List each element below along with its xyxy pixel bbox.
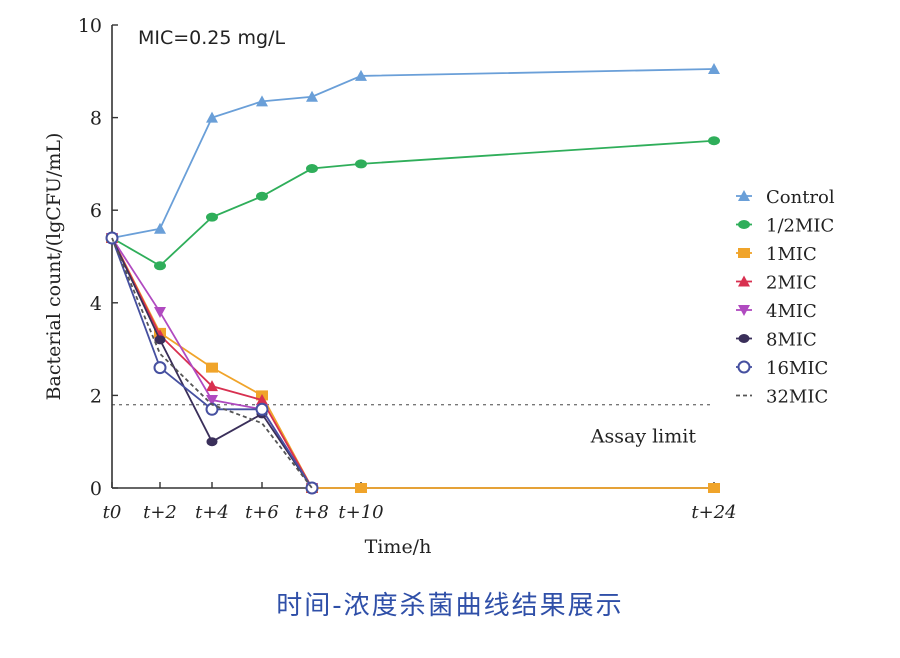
legend-marker xyxy=(738,275,750,287)
y-tick-label: 8 xyxy=(90,108,102,130)
data-point xyxy=(154,335,166,345)
legend-label: 2MIC xyxy=(766,273,817,294)
y-tick-label: 2 xyxy=(90,385,102,407)
assay-limit-label: Assay limit xyxy=(590,426,697,448)
data-point xyxy=(306,164,318,174)
y-axis-label: Bacterial count/(lgCFU/mL) xyxy=(43,133,65,401)
legend-label: 1/2MIC xyxy=(766,216,834,237)
data-point xyxy=(206,380,218,392)
data-point xyxy=(355,483,367,493)
x-tick-label: t+2 xyxy=(143,502,177,523)
y-tick-label: 4 xyxy=(90,293,102,315)
x-tick-label: t+4 xyxy=(195,502,229,523)
y-tick-label: 10 xyxy=(78,15,102,37)
legend-label: 16MIC xyxy=(766,358,828,379)
legend-label: 32MIC xyxy=(766,387,828,408)
x-tick-label: t+24 xyxy=(691,502,736,523)
data-point xyxy=(305,481,319,495)
data-point xyxy=(255,402,269,416)
x-axis-label: Time/h xyxy=(365,536,432,558)
y-tick-label: 0 xyxy=(90,478,102,500)
legend-label: 8MIC xyxy=(766,330,817,351)
series-line-32mic xyxy=(111,237,313,489)
legend-marker xyxy=(738,334,750,343)
series-line-control xyxy=(111,68,715,239)
legend-label: 1MIC xyxy=(766,244,817,265)
data-point xyxy=(206,111,218,123)
data-point xyxy=(355,159,367,169)
series-line-1-2mic xyxy=(111,139,715,267)
legend-marker xyxy=(738,220,750,229)
data-point xyxy=(355,69,367,81)
data-point xyxy=(708,62,720,74)
legend-label: Control xyxy=(766,187,835,208)
legend-label: 4MIC xyxy=(766,301,817,322)
data-point xyxy=(206,212,218,222)
data-point xyxy=(206,395,218,407)
x-tick-label: t+8 xyxy=(295,502,329,523)
data-point xyxy=(154,307,166,319)
y-tick-label: 6 xyxy=(90,200,102,222)
data-point xyxy=(708,136,720,146)
x-tick-label: t0 xyxy=(103,502,122,523)
data-point xyxy=(153,361,167,375)
data-point xyxy=(256,394,268,406)
data-point xyxy=(206,437,218,447)
data-point xyxy=(154,261,166,271)
data-point xyxy=(306,90,318,102)
data-point xyxy=(256,95,268,107)
mic-annotation: MIC=0.25 mg/L xyxy=(138,27,285,49)
x-tick-label: t+10 xyxy=(338,502,383,523)
data-point xyxy=(708,483,720,493)
data-point xyxy=(206,362,218,373)
legend-marker xyxy=(737,360,751,374)
chart-caption: 时间-浓度杀菌曲线结果展示 xyxy=(276,591,624,621)
x-tick-label: t+6 xyxy=(245,502,279,523)
data-point xyxy=(154,222,166,234)
legend-marker xyxy=(738,190,750,201)
legend-marker xyxy=(738,305,750,316)
time-kill-chart: Assay limit 0 2 4 6 8 10 t0 t+2 t+4 t+6 t+8 t+10 t+2… xyxy=(43,15,835,558)
data-point xyxy=(256,191,268,201)
legend-marker xyxy=(738,248,750,258)
series-line-1mic xyxy=(111,237,714,489)
